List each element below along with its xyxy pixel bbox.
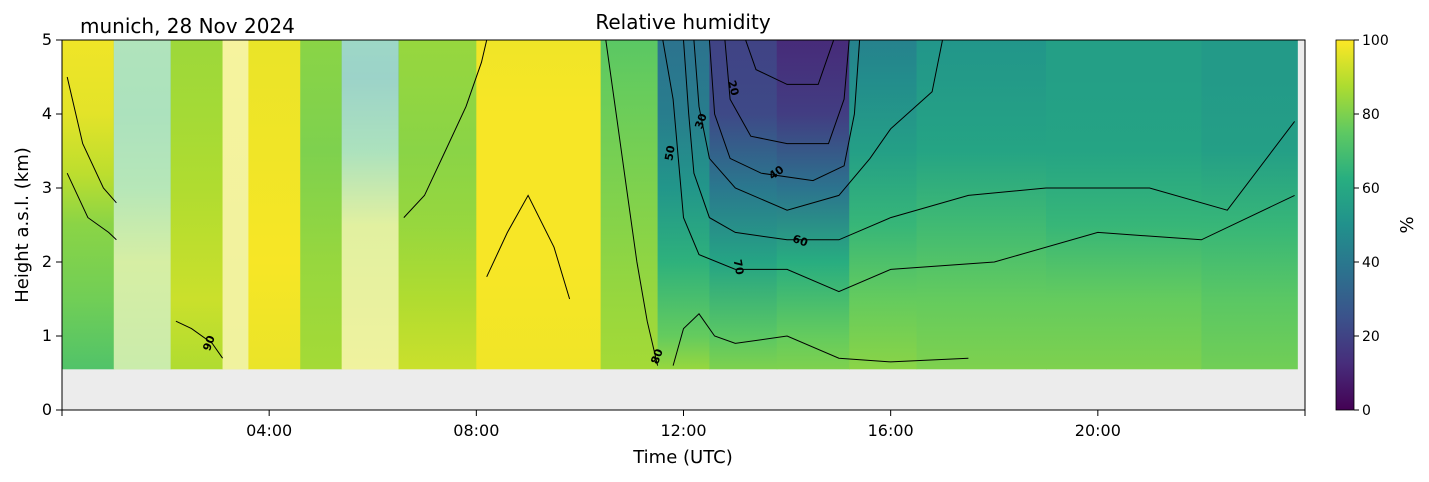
y-tick-label: 2	[42, 252, 52, 271]
contour-line-50	[693, 40, 943, 211]
contour-line-60	[683, 40, 1295, 241]
masked-overlay	[341, 40, 399, 370]
contour-line-90	[403, 40, 488, 218]
contour-line-80	[672, 313, 969, 366]
x-axis-ticks: 04:00 08:00 12:00 16:00 20:00	[61, 410, 1306, 440]
colorbar-tick-label: 0	[1362, 403, 1371, 419]
contour-line-20	[745, 40, 835, 85]
heatmap	[62, 40, 1298, 370]
contour-line-80	[605, 40, 659, 366]
contour-label: 70	[731, 258, 747, 276]
colorbar-tick-label: 40	[1362, 255, 1380, 271]
contour-line-80	[66, 172, 117, 241]
heatmap-column	[1046, 40, 1203, 370]
contour-line-90	[486, 194, 571, 300]
contour-line-40	[708, 40, 861, 182]
colorbar-tick-label: 60	[1362, 181, 1380, 197]
heatmap-column	[170, 40, 224, 370]
y-tick-label: 4	[42, 104, 52, 123]
x-tick-label: 08:00	[453, 421, 499, 440]
contour-label: 30	[692, 111, 710, 130]
contour-label: 50	[662, 144, 678, 162]
contour-line-30	[724, 40, 850, 145]
x-tick-label: 20:00	[1075, 421, 1121, 440]
heatmap-column	[62, 40, 115, 370]
colorbar-tick-label: 20	[1362, 329, 1380, 345]
heatmap-column	[398, 40, 477, 370]
masked-overlay	[222, 40, 249, 370]
heatmap-column	[248, 40, 301, 370]
x-axis-label: Time (UTC)	[632, 447, 733, 468]
heatmap-column	[476, 40, 602, 370]
heatmap-column	[709, 40, 778, 370]
y-axis-label: Height a.s.l. (km)	[12, 147, 33, 303]
x-tick-label: 04:00	[246, 421, 292, 440]
colorbar-tick-label: 100	[1362, 33, 1389, 49]
colorbar-tick-label: 80	[1362, 107, 1380, 123]
heatmap-column	[849, 40, 918, 370]
masked-overlay	[113, 40, 171, 370]
y-tick-label: 5	[42, 30, 52, 49]
heatmap-column	[657, 40, 710, 370]
contour-label: 20	[725, 79, 742, 97]
heatmap-column	[1201, 40, 1298, 370]
x-tick-label: 16:00	[868, 421, 914, 440]
colorbar-ticks: 0 20 40 60 80 100	[1354, 33, 1389, 419]
y-tick-label: 3	[42, 178, 52, 197]
y-tick-label: 1	[42, 326, 52, 345]
contour-line-70	[662, 40, 1295, 293]
y-axis-ticks: 0 1 2 3 4 5	[42, 30, 62, 419]
contour-label: 80	[648, 347, 666, 366]
colorbar	[1335, 39, 1355, 411]
contour-label: 60	[791, 232, 810, 250]
contour-line-90	[175, 320, 224, 359]
y-tick-label: 0	[42, 400, 52, 419]
chart-subtitle: munich, 28 Nov 2024	[80, 14, 295, 38]
chart-title: Relative humidity	[595, 10, 770, 34]
heatmap-column	[776, 40, 850, 370]
contour-label: 90	[200, 333, 218, 352]
x-tick-label: 12:00	[660, 421, 706, 440]
contour-line-90	[66, 76, 117, 204]
heatmap-column	[916, 40, 1047, 370]
heatmap-column	[600, 40, 659, 370]
heatmap-column	[300, 40, 343, 370]
colorbar-label: %	[1397, 216, 1418, 233]
contour-lines	[66, 40, 1295, 366]
